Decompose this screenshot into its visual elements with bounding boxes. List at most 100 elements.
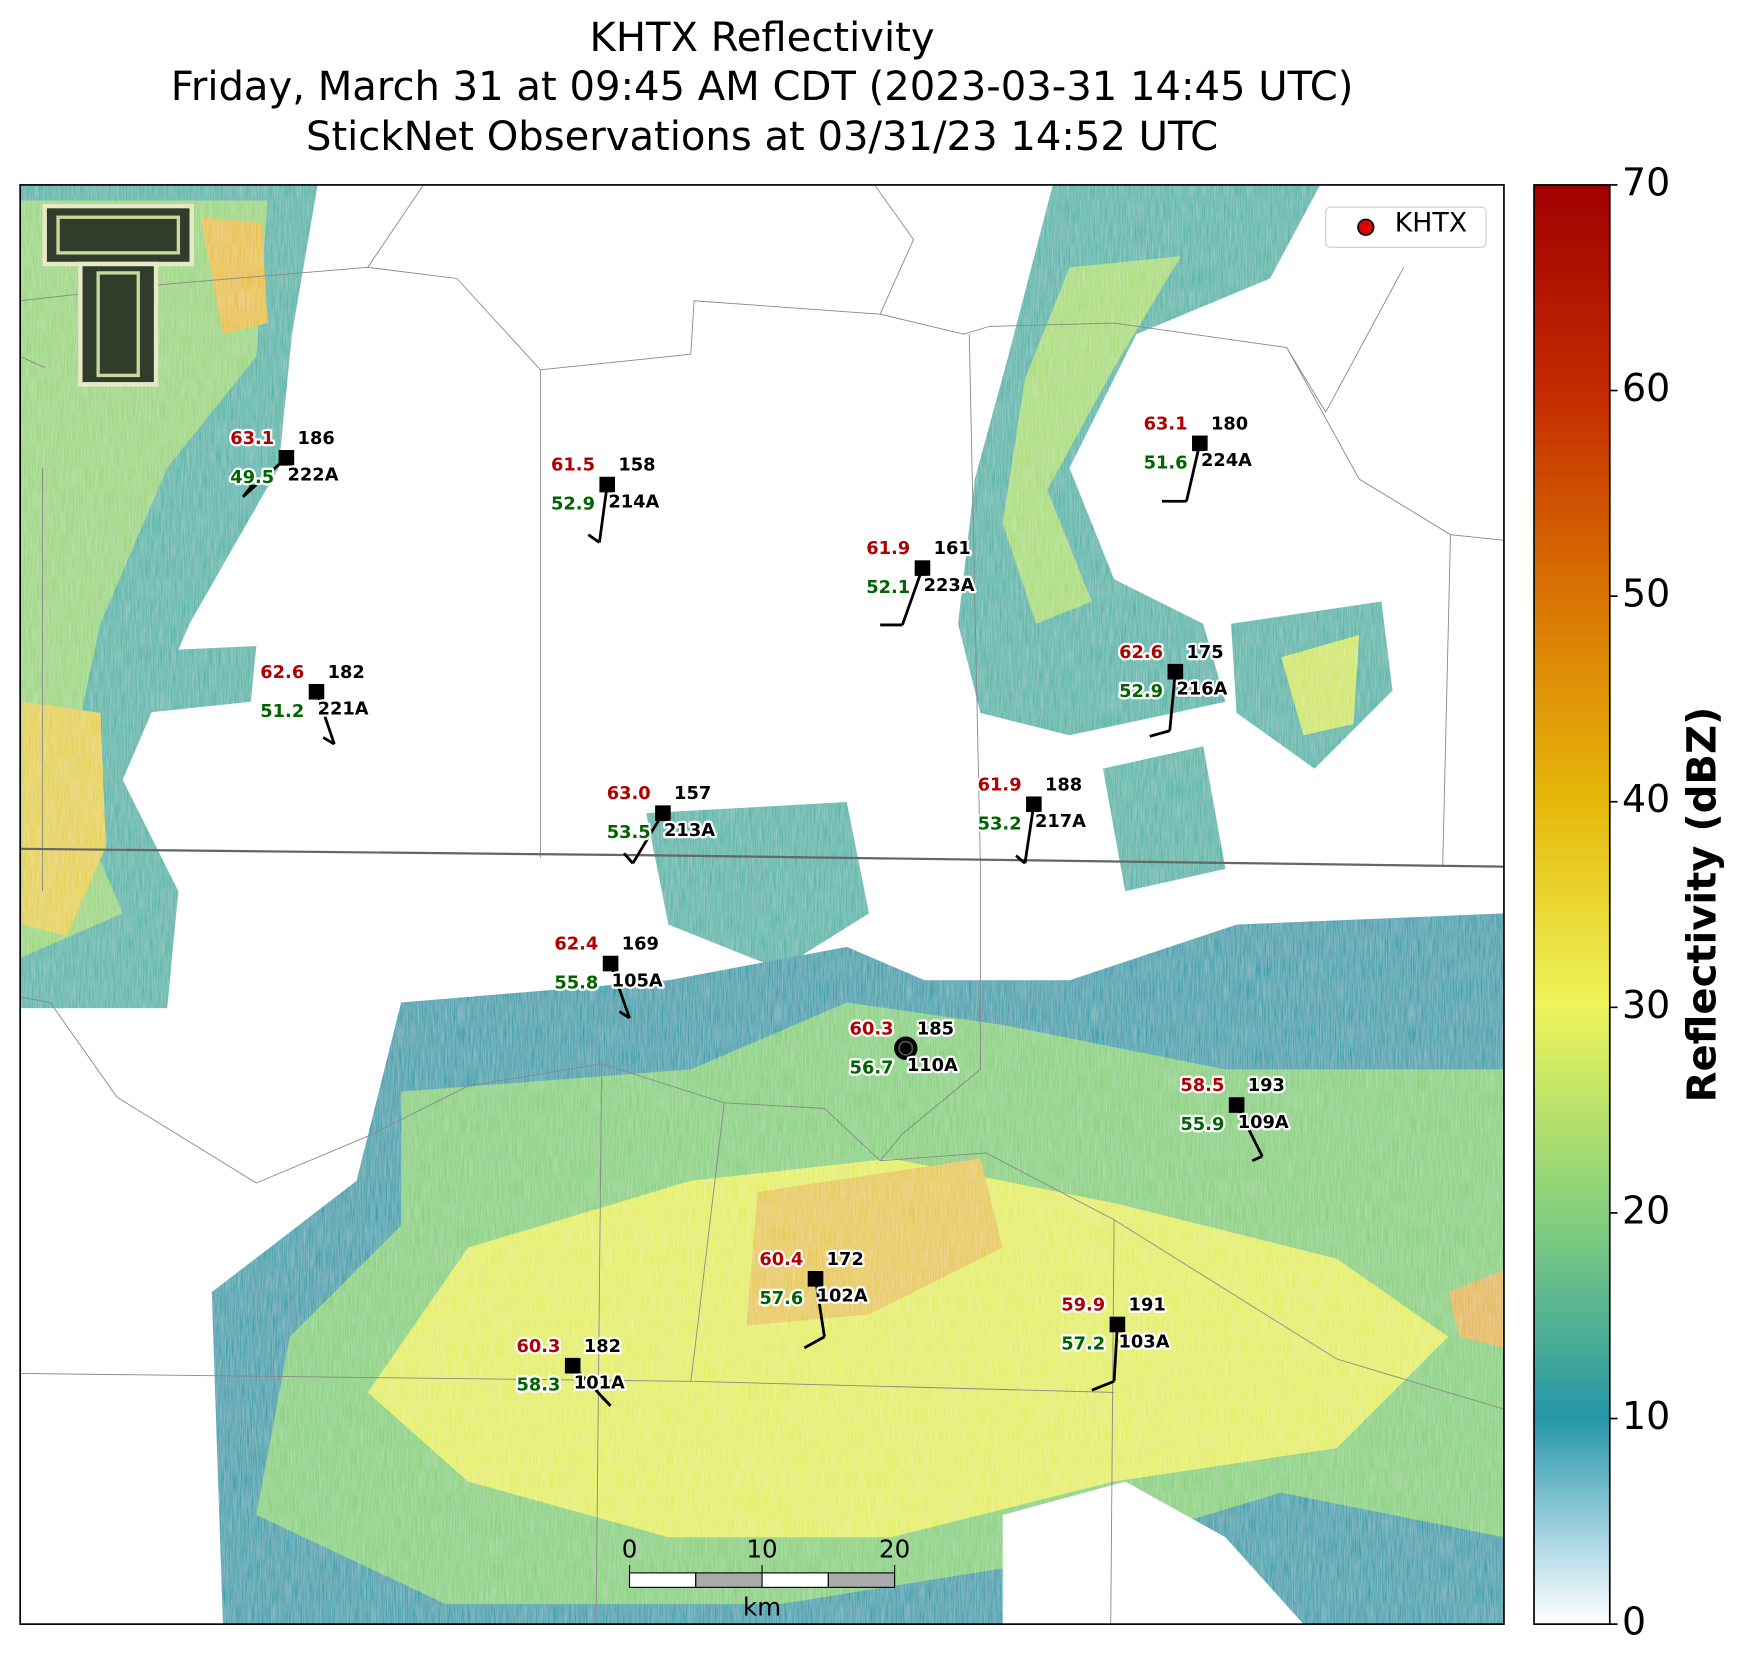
temperature: 62.6: [1119, 642, 1163, 663]
station-id: 102A: [817, 1286, 868, 1307]
station-id: 101A: [574, 1373, 625, 1394]
dewpoint: 52.9: [551, 494, 595, 515]
scale-segment: [695, 1572, 763, 1588]
station-marker: [1167, 663, 1184, 680]
subtitle: Friday, March 31 at 09:45 AM CDT (2023-0…: [171, 64, 1354, 110]
colorbar-tick-label: 60: [1622, 366, 1670, 410]
wind-barb: [1112, 1324, 1119, 1382]
temperature: 62.4: [554, 934, 598, 955]
station-id: 105A: [612, 970, 663, 991]
scale-segment: [827, 1572, 896, 1588]
scale-label: 10: [746, 1535, 777, 1564]
station-id: 103A: [1119, 1331, 1170, 1352]
dewpoint: 55.9: [1180, 1114, 1224, 1135]
dewpoint: 52.1: [866, 577, 910, 598]
wind-barb-flag: [1015, 854, 1026, 865]
colorbar-ticks: 0 10 20 30 40 50 60 70: [1609, 160, 1670, 1644]
dewpoint: 51.6: [1144, 452, 1188, 473]
temperature: 60.3: [516, 1336, 560, 1357]
map-frame: [19, 184, 1505, 1625]
station-marker: [599, 476, 616, 493]
station-code: 172: [827, 1249, 864, 1270]
colorbar-tick-label: 10: [1622, 1394, 1670, 1438]
wind-barb: [1168, 671, 1177, 731]
station-id: 213A: [664, 820, 715, 841]
station-marker: [894, 1036, 918, 1060]
colorbar: [1533, 184, 1611, 1625]
station-marker: [602, 955, 619, 972]
wind-barb-flag: [1091, 1379, 1115, 1392]
dewpoint: 55.8: [554, 973, 598, 994]
temperature: 63.0: [607, 783, 651, 804]
station-marker: [1109, 1316, 1126, 1333]
dewpoint: 56.7: [850, 1057, 894, 1078]
logo: [42, 203, 194, 387]
station-id: 221A: [318, 699, 369, 720]
wind-barb-flag: [1149, 729, 1171, 738]
dewpoint: 53.2: [978, 813, 1022, 834]
temperature: 61.9: [866, 538, 910, 559]
wind-barb: [1185, 443, 1202, 502]
station-id: 222A: [288, 465, 339, 486]
station-id: 109A: [1238, 1112, 1289, 1133]
dewpoint: 58.3: [516, 1375, 560, 1396]
station-code: 169: [622, 934, 659, 955]
scale-unit: km: [743, 1593, 781, 1622]
legend-box: [1325, 206, 1487, 248]
legend-marker: [1357, 218, 1375, 236]
station-ring: [898, 1040, 914, 1056]
wind-barb-flag: [587, 533, 601, 544]
dewpoint: 57.6: [759, 1288, 803, 1309]
colorbar-tick-label: 50: [1622, 572, 1670, 616]
station-marker: [914, 560, 931, 576]
station-marker: [807, 1271, 824, 1287]
wind-barb: [598, 484, 609, 543]
colorbar-tick-label: 20: [1622, 1188, 1670, 1232]
temperature: 60.3: [850, 1018, 894, 1039]
station-id: 223A: [924, 575, 975, 596]
colorbar-tick-label: 0: [1622, 1600, 1646, 1644]
wind-barb: [631, 812, 665, 865]
wind-barb: [901, 567, 924, 626]
temperature: 61.9: [978, 774, 1022, 795]
temperature: 62.6: [260, 662, 304, 683]
wind-barb-flag: [600, 1395, 612, 1407]
wind-barb: [315, 691, 336, 745]
stations: 63.1 186 49.5 222A 61.5 158 52.9 214A 61.9 161 52.…: [228, 411, 1291, 1407]
wind-barb: [609, 963, 631, 1019]
observation-time: StickNet Observations at 03/31/23 14:52 …: [306, 114, 1218, 160]
station-marker: [655, 805, 671, 821]
dewpoint: 57.2: [1061, 1334, 1105, 1355]
station-id: 224A: [1201, 450, 1252, 471]
legend-label: KHTX: [1395, 207, 1467, 238]
colorbar-tick-label: 40: [1622, 777, 1670, 821]
temperature: 63.1: [230, 428, 274, 449]
temperature: 61.5: [551, 455, 595, 476]
radar-field: [20, 184, 1504, 1625]
station-code: 188: [1045, 774, 1082, 795]
dewpoint: 53.5: [607, 822, 651, 843]
station-marker: [1228, 1097, 1245, 1113]
wind-barb: [1235, 1104, 1264, 1157]
wind-barb-flag: [237, 477, 255, 498]
wind-barb: [1023, 804, 1036, 864]
station-id: 214A: [608, 491, 659, 512]
station-code: 161: [934, 538, 971, 559]
station-marker: [278, 450, 295, 466]
wind-barb-flag: [622, 852, 634, 865]
station-code: 182: [584, 1336, 621, 1357]
county-boundaries: [20, 184, 1504, 1625]
legend: KHTX: [1325, 206, 1487, 248]
wind-barb: [814, 1278, 826, 1337]
temperature: 60.4: [759, 1249, 803, 1270]
station-code: 191: [1129, 1295, 1166, 1316]
station-id: 110A: [907, 1055, 958, 1076]
scale-bar: km 0 10 20: [622, 1535, 911, 1622]
station-marker: [1026, 796, 1042, 813]
colorbar-tick-label: 70: [1622, 160, 1670, 204]
station-marker: [1192, 435, 1208, 452]
scale-segment: [628, 1572, 697, 1588]
dewpoint: 51.2: [260, 701, 304, 722]
state-boundary: [20, 847, 1504, 868]
